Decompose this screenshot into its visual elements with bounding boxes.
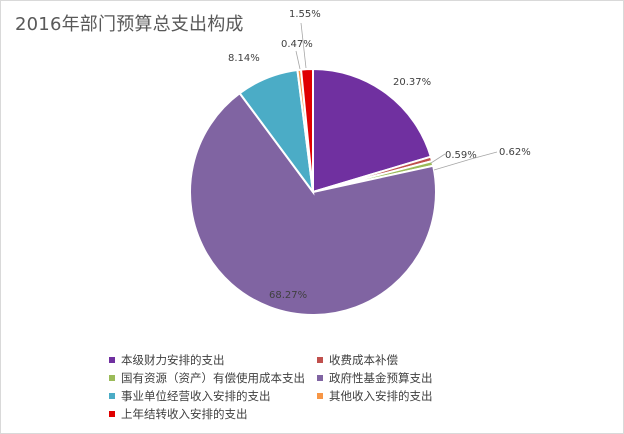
legend-swatch	[109, 411, 115, 417]
legend-label: 本级财力安排的支出	[121, 353, 225, 367]
data-label: 0.62%	[499, 147, 531, 158]
legend-item: 其他收入安排的支出	[317, 388, 509, 404]
data-label: 0.59%	[445, 150, 477, 161]
leader-line	[300, 22, 307, 69]
legend-label: 事业单位经营收入安排的支出	[121, 389, 271, 403]
pie-slice	[189, 91, 437, 316]
legend-swatch	[109, 357, 115, 363]
legend-label: 收费成本补偿	[329, 353, 398, 367]
legend-label: 国有资源（资产）有偿使用成本支出	[121, 371, 305, 385]
pie-slice	[299, 67, 314, 193]
chart-title: 2016年部门预算总支出构成	[15, 14, 244, 35]
legend-item: 国有资源（资产）有偿使用成本支出	[109, 370, 317, 386]
legend-item: 收费成本补偿	[317, 352, 509, 368]
legend-item: 事业单位经营收入安排的支出	[109, 388, 317, 404]
data-label: 68.27%	[269, 290, 307, 301]
legend-swatch	[109, 393, 115, 399]
legend-swatch	[317, 357, 323, 363]
leader-line	[295, 50, 301, 70]
leader-line	[433, 151, 498, 171]
legend-label: 其他收入安排的支出	[329, 389, 433, 403]
legend-swatch	[317, 393, 323, 399]
chart-legend: 本级财力安排的支出 收费成本补偿国有资源（资产）有偿使用成本支出 政府性基金预算支出…	[109, 352, 509, 422]
data-label: 1.55%	[289, 9, 321, 20]
legend-item: 本级财力安排的支出	[109, 352, 317, 368]
pie-slice	[312, 67, 433, 194]
legend-swatch	[109, 375, 115, 381]
data-label: 8.14%	[228, 53, 260, 64]
legend-swatch	[317, 375, 323, 381]
leader-line	[430, 153, 446, 164]
data-label: 0.47%	[281, 39, 313, 50]
legend-item: 政府性基金预算支出	[317, 370, 509, 386]
legend-item: 上年结转收入安排的支出	[109, 406, 317, 422]
legend-label: 政府性基金预算支出	[329, 371, 433, 385]
legend-label: 上年结转收入安排的支出	[121, 407, 248, 421]
data-label: 20.37%	[393, 77, 431, 88]
